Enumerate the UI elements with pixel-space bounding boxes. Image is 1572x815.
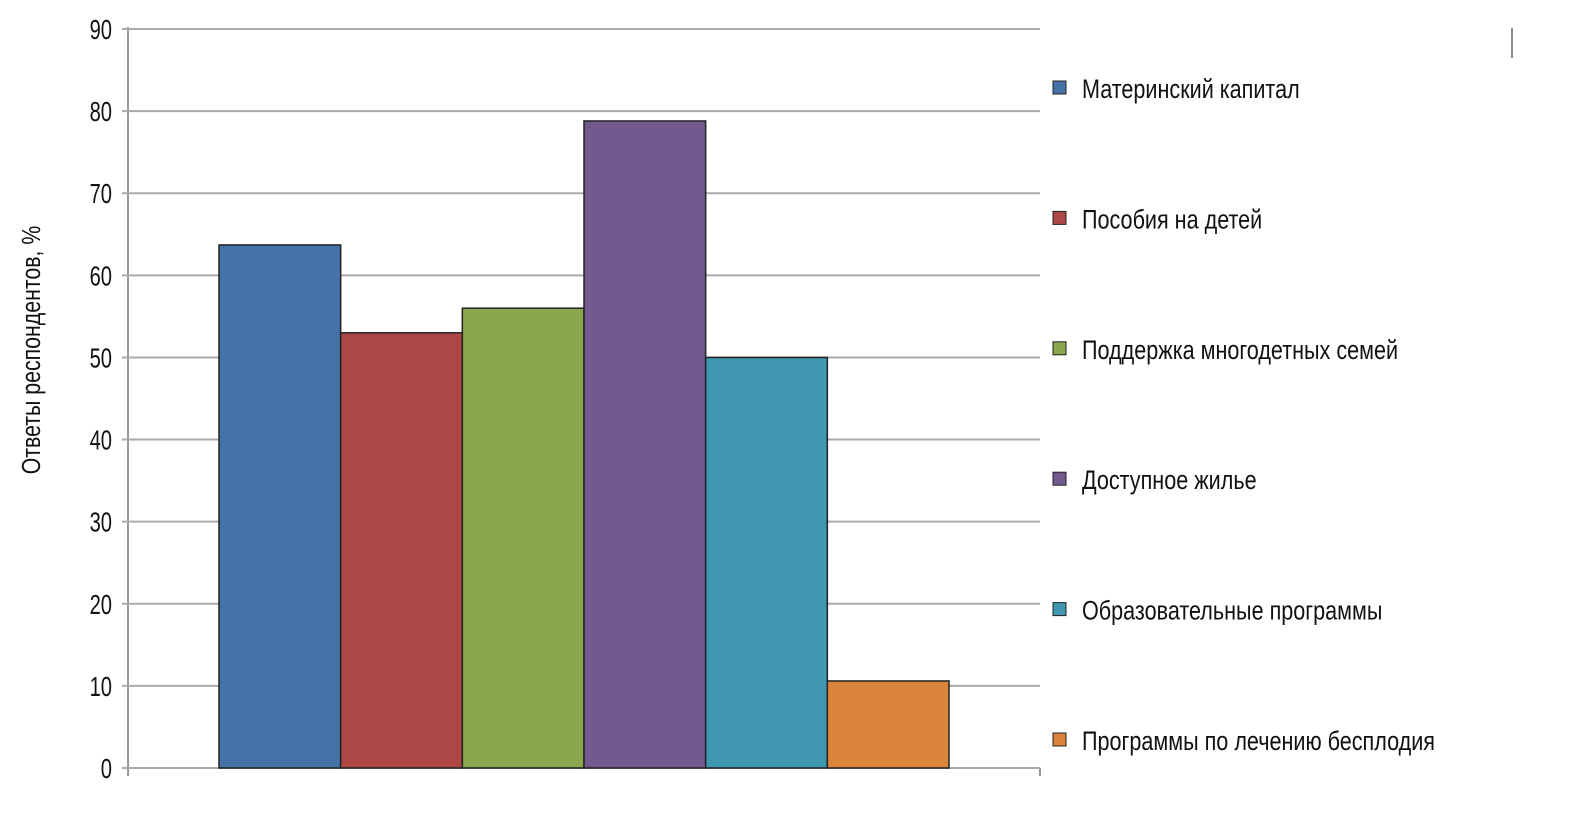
legend-label: Пособия на детей [1082, 205, 1262, 235]
legend-label: Материнский капитал [1082, 75, 1300, 105]
y-tick-label: 60 [90, 261, 112, 292]
y-tick-label: 40 [90, 425, 112, 456]
bar [826, 680, 950, 769]
y-tick-label: 0 [101, 754, 112, 785]
y-tick-label: 50 [90, 343, 112, 374]
legend-swatch [1052, 732, 1067, 747]
legend-label: Доступное жилье [1082, 466, 1257, 496]
y-tick-label: 20 [90, 590, 112, 621]
legend-label: Поддержка многодетных семей [1082, 336, 1398, 366]
bar [339, 332, 464, 769]
legend-label: Программы по лечению бесплодия [1082, 727, 1435, 757]
legend-swatch [1052, 80, 1067, 95]
bar [583, 120, 707, 769]
bar [461, 307, 585, 769]
legend-swatch [1052, 210, 1067, 225]
bar [218, 244, 342, 769]
y-tick-label: 70 [90, 179, 112, 210]
y-tick-label: 90 [90, 15, 112, 46]
legend-swatch [1052, 341, 1067, 356]
y-tick-label: 30 [90, 508, 112, 539]
legend-label: Образовательные программы [1082, 596, 1382, 626]
y-tick-label: 10 [90, 672, 112, 703]
y-tick-label: 80 [90, 97, 112, 128]
y-axis-label: Ответы респондентов, % [17, 226, 47, 475]
bar [704, 356, 829, 769]
legend-swatch [1052, 602, 1067, 617]
legend-swatch [1052, 471, 1067, 486]
